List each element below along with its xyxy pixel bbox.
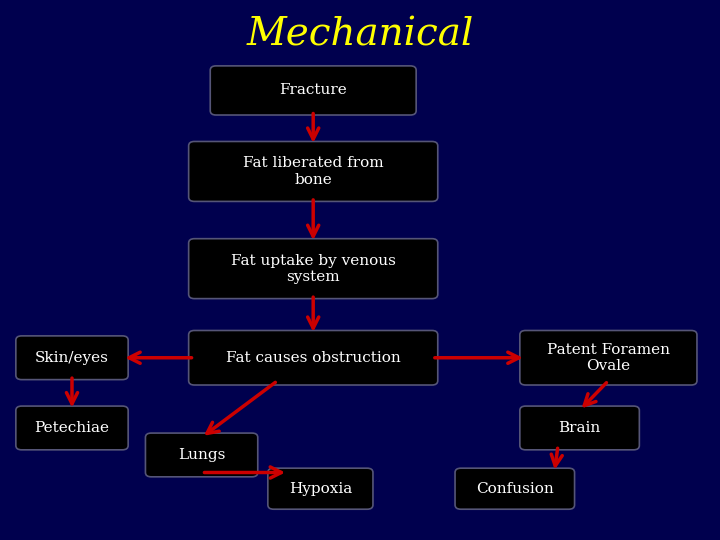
FancyBboxPatch shape [520,330,697,385]
Text: Brain: Brain [559,421,600,435]
FancyBboxPatch shape [520,406,639,450]
FancyBboxPatch shape [189,141,438,201]
FancyBboxPatch shape [16,336,128,380]
Text: Skin/eyes: Skin/eyes [35,351,109,364]
FancyBboxPatch shape [210,66,416,115]
Text: Fat causes obstruction: Fat causes obstruction [226,351,400,364]
FancyBboxPatch shape [189,330,438,385]
Text: Hypoxia: Hypoxia [289,482,352,496]
FancyBboxPatch shape [16,406,128,450]
Text: Patent Foramen
Ovale: Patent Foramen Ovale [547,343,670,373]
Text: Petechiae: Petechiae [35,421,109,435]
FancyBboxPatch shape [268,468,373,509]
Text: Mechanical: Mechanical [246,17,474,53]
FancyBboxPatch shape [145,433,258,477]
FancyBboxPatch shape [455,468,575,509]
Text: Fat uptake by venous
system: Fat uptake by venous system [231,254,395,284]
Text: Lungs: Lungs [178,448,225,462]
FancyBboxPatch shape [189,239,438,299]
Text: Fracture: Fracture [279,84,347,97]
Text: Confusion: Confusion [476,482,554,496]
Text: Fat liberated from
bone: Fat liberated from bone [243,157,384,186]
